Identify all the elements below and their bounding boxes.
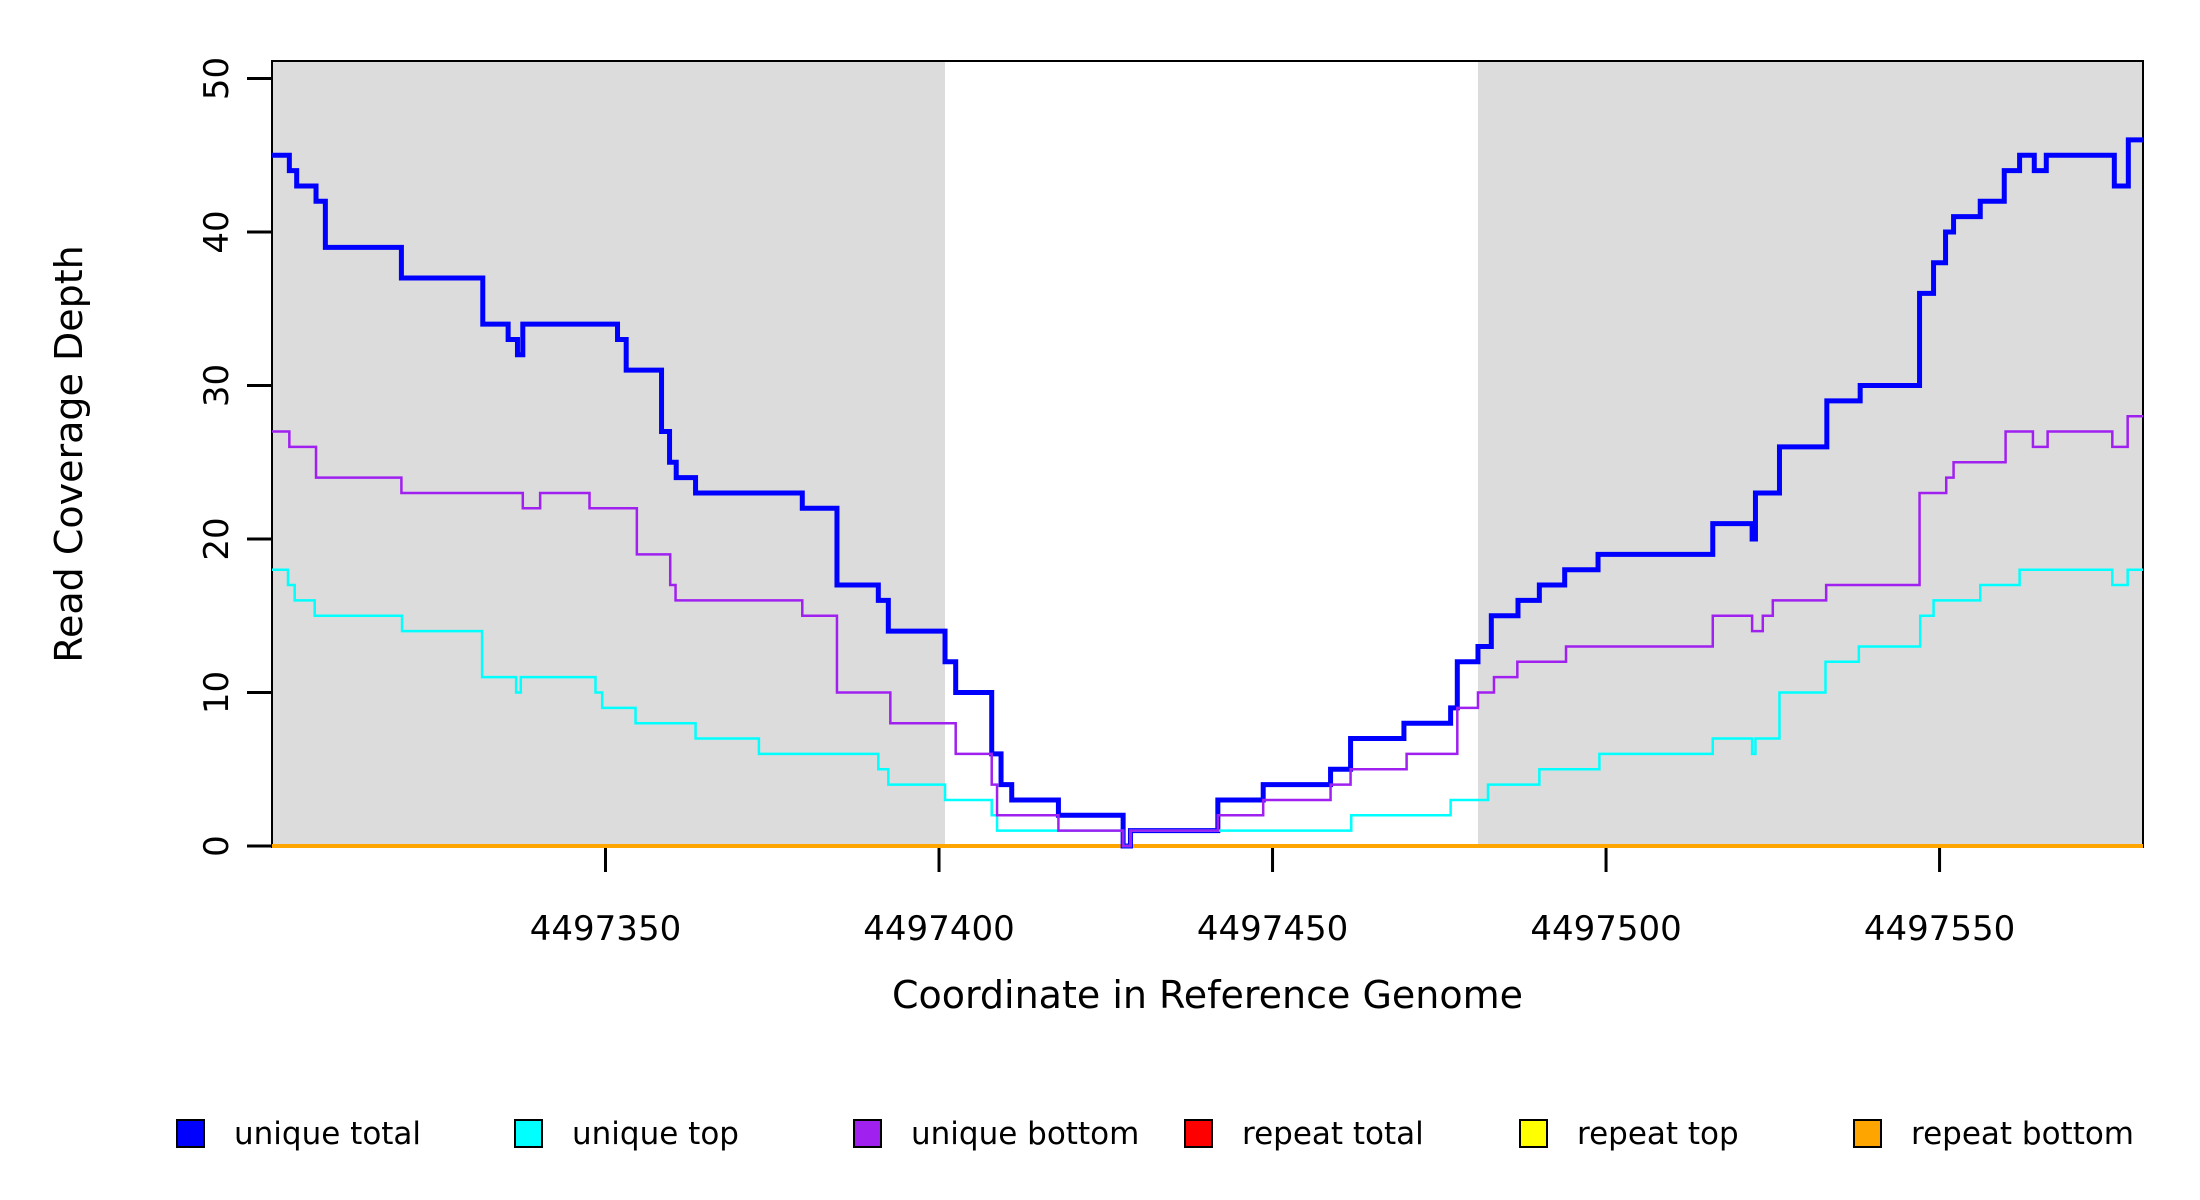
x-tick-label: 4497500	[1530, 909, 1681, 949]
legend-label-unique-top: unique top	[572, 1116, 739, 1152]
y-tick-label: 30	[197, 364, 237, 407]
x-tick-label: 4497550	[1864, 909, 2015, 949]
legend-label-repeat-total: repeat total	[1242, 1116, 1424, 1152]
y-tick-label: 50	[197, 57, 237, 100]
legend-swatch-repeat-top	[1519, 1119, 1548, 1148]
legend-swatch-repeat-bottom	[1853, 1119, 1882, 1148]
legend-swatch-unique-bottom	[853, 1119, 882, 1148]
y-axis-title: Read Coverage Depth	[47, 245, 91, 662]
y-tick-label: 40	[197, 210, 237, 253]
y-tick-label: 10	[197, 671, 237, 714]
y-tick-label: 0	[197, 835, 237, 857]
x-axis-title: Coordinate in Reference Genome	[892, 973, 1523, 1017]
legend-label-unique-total: unique total	[234, 1116, 421, 1152]
legend-swatch-unique-top	[514, 1119, 543, 1148]
legend-label-repeat-top: repeat top	[1577, 1116, 1739, 1152]
shaded-region-1	[1477, 61, 2143, 847]
chart-line-unique-total	[272, 137, 2143, 849]
shaded-region-0	[272, 61, 946, 847]
x-tick-label: 4497400	[863, 909, 1014, 949]
y-tick-label: 20	[197, 517, 237, 560]
legend-label-repeat-bottom: repeat bottom	[1911, 1116, 2134, 1152]
chart-line-unique-bottom	[272, 414, 2143, 848]
x-tick-label: 4497350	[530, 909, 681, 949]
legend-swatch-repeat-total	[1184, 1119, 1213, 1148]
legend-label-unique-bottom: unique bottom	[911, 1116, 1139, 1152]
legend-swatch-unique-total	[176, 1119, 205, 1148]
x-tick-label: 4497450	[1197, 909, 1348, 949]
